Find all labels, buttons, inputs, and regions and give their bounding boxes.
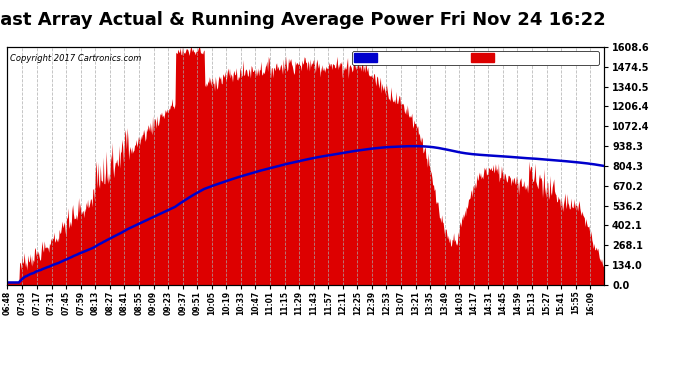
- Text: Copyright 2017 Cartronics.com: Copyright 2017 Cartronics.com: [10, 54, 141, 63]
- Text: East Array Actual & Running Average Power Fri Nov 24 16:22: East Array Actual & Running Average Powe…: [0, 11, 606, 29]
- Legend: Average  (DC Watts), East Array  (DC Watts): Average (DC Watts), East Array (DC Watts…: [353, 51, 599, 64]
